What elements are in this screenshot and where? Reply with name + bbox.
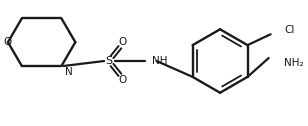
Text: O: O — [119, 37, 127, 47]
Text: NH: NH — [152, 56, 167, 66]
Text: S: S — [105, 56, 113, 66]
Text: O: O — [119, 75, 127, 85]
Text: O: O — [3, 37, 11, 47]
Text: NH₂: NH₂ — [285, 58, 304, 68]
Text: N: N — [65, 67, 73, 77]
Text: Cl: Cl — [285, 25, 295, 35]
